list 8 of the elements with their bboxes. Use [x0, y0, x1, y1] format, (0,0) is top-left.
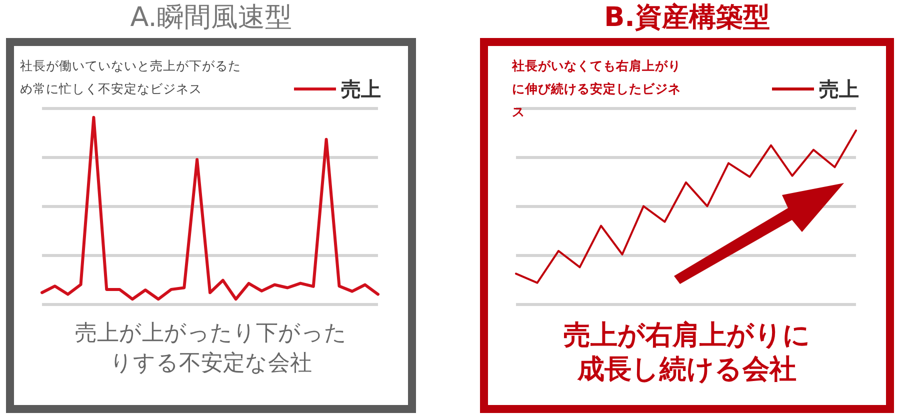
chart-title: A.瞬間風速型	[129, 1, 293, 35]
chart-subtitle: 社長がいなくても右肩上がりに伸び続ける安定したビジネス	[512, 57, 682, 121]
text: 売上が上がったり下がったりする不安定な会社	[74, 320, 348, 378]
text: 売上が右肩上がりに成長し続ける会社	[562, 319, 812, 387]
legend-label: 売上	[341, 77, 381, 101]
chart-subtitle: 社長が働いていないと売上が下がるため常に忙しく不安定なビジネス	[20, 57, 242, 98]
chart-title: B.資産構築型	[603, 1, 771, 35]
legend-label: 売上	[819, 77, 859, 101]
